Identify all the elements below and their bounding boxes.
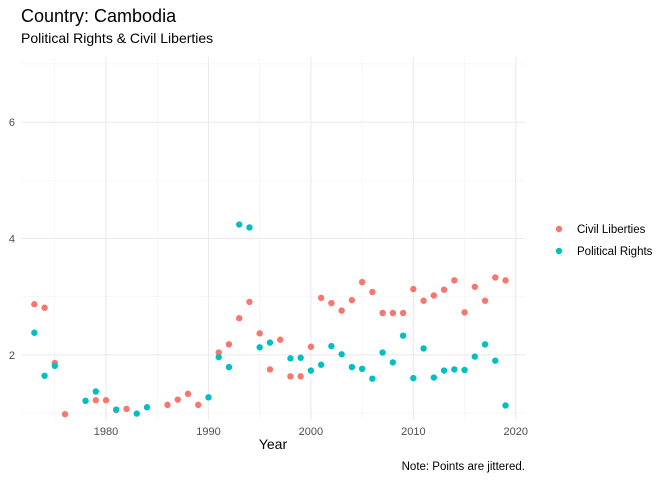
political-rights-point [31,329,38,336]
civil-liberties-point [440,286,448,293]
civil-liberties-point [31,301,38,308]
y-tick-label: 2 [9,350,15,362]
civil-liberties-point [92,397,99,404]
legend-key-political-rights [555,247,563,255]
political-rights-point [143,404,151,411]
civil-liberties-point [195,401,202,409]
political-rights-point [492,357,499,364]
political-rights-point [461,366,468,374]
political-rights-point [369,375,376,382]
civil-liberties-point [348,296,356,304]
civil-liberties-point [430,292,438,299]
civil-liberties-point [287,373,294,380]
political-rights-point [502,402,509,409]
civil-liberties-point [379,309,386,317]
political-rights-point [471,353,479,360]
civil-liberties-point [492,274,499,281]
civil-liberties-point [256,330,263,337]
civil-liberties-point [399,309,407,317]
civil-liberties-point [389,309,397,317]
political-rights-point [133,410,140,417]
chart-title: Country: Cambodia [21,6,177,26]
civil-liberties-point [307,343,315,350]
political-rights-point [358,365,366,373]
political-rights-point [379,349,386,356]
political-rights-point [307,367,315,374]
civil-liberties-point [358,278,366,286]
political-rights-point [399,332,407,339]
political-rights-point [287,355,294,362]
political-rights-point [256,344,263,351]
political-rights-point [205,394,212,401]
civil-liberties-point [502,277,509,284]
y-tick-label: 4 [9,234,15,246]
x-tick-label: 1980 [94,426,118,438]
civil-liberties-point [328,299,335,307]
political-rights-point [41,372,48,379]
civil-liberties-point [246,298,253,306]
political-rights-point [389,359,397,366]
grid-major [21,57,525,420]
civil-liberties-point [481,297,489,304]
x-tick-label: 2000 [299,426,323,438]
civil-liberties-point [420,297,427,304]
political-rights-point [430,374,438,381]
political-rights-point [338,351,345,358]
chart-subtitle: Political Rights & Civil Liberties [21,30,213,46]
political-rights-point [297,354,304,361]
political-rights-point [420,345,427,352]
political-rights-point [92,388,99,395]
civil-liberties-point [451,277,458,284]
civil-liberties-point [338,307,345,314]
political-rights-point [451,366,458,373]
legend-label-political-rights: Political Rights [577,246,653,258]
political-rights-point [235,221,243,228]
civil-liberties-point [184,390,192,398]
plot-area [21,57,525,420]
y-axis-ticks: 2 4 6 [9,117,15,362]
civil-liberties-point [266,366,274,373]
civil-liberties-point [317,294,325,302]
political-rights-point [215,353,222,361]
x-axis-ticks: 1980 1990 2000 2010 2020 [94,426,528,438]
legend-label-civil-liberties: Civil Liberties [577,224,646,236]
y-tick-label: 6 [9,117,15,129]
x-axis-title: Year [259,436,288,452]
political-rights-point [328,342,335,350]
political-rights-point [481,341,489,348]
civil-liberties-point [471,283,479,290]
political-rights-point [82,397,89,405]
political-rights-point [266,339,274,346]
civil-liberties-point [123,405,130,413]
political-rights-point [246,224,253,231]
civil-liberties-point [369,288,376,296]
civil-liberties-point [102,397,110,404]
civil-liberties-point [61,410,69,418]
civil-liberties-point [235,314,243,322]
political-rights-point [317,361,325,368]
civil-liberties-point [164,401,171,409]
political-rights-point [348,363,356,371]
political-rights-point [113,406,120,413]
political-rights-point [51,362,59,370]
political-rights-point [410,374,417,382]
political-rights-point [225,363,233,371]
civil-liberties-point [174,396,181,403]
civil-liberties-point [461,309,468,316]
data-points [31,221,509,418]
x-tick-label: 1990 [196,426,220,438]
civil-liberties-point [41,304,48,311]
x-tick-label: 2010 [401,426,425,438]
legend: Civil Liberties Political Rights [555,224,653,258]
legend-key-civil-liberties [555,225,563,233]
civil-liberties-point [225,341,233,348]
civil-liberties-point [297,373,304,380]
political-rights-point [440,367,448,374]
civil-liberties-point [410,285,417,293]
civil-liberties-point [215,349,222,356]
x-tick-label: 2020 [504,426,528,438]
civil-liberties-point [276,336,284,343]
chart-caption: Note: Points are jittered. [402,461,525,473]
